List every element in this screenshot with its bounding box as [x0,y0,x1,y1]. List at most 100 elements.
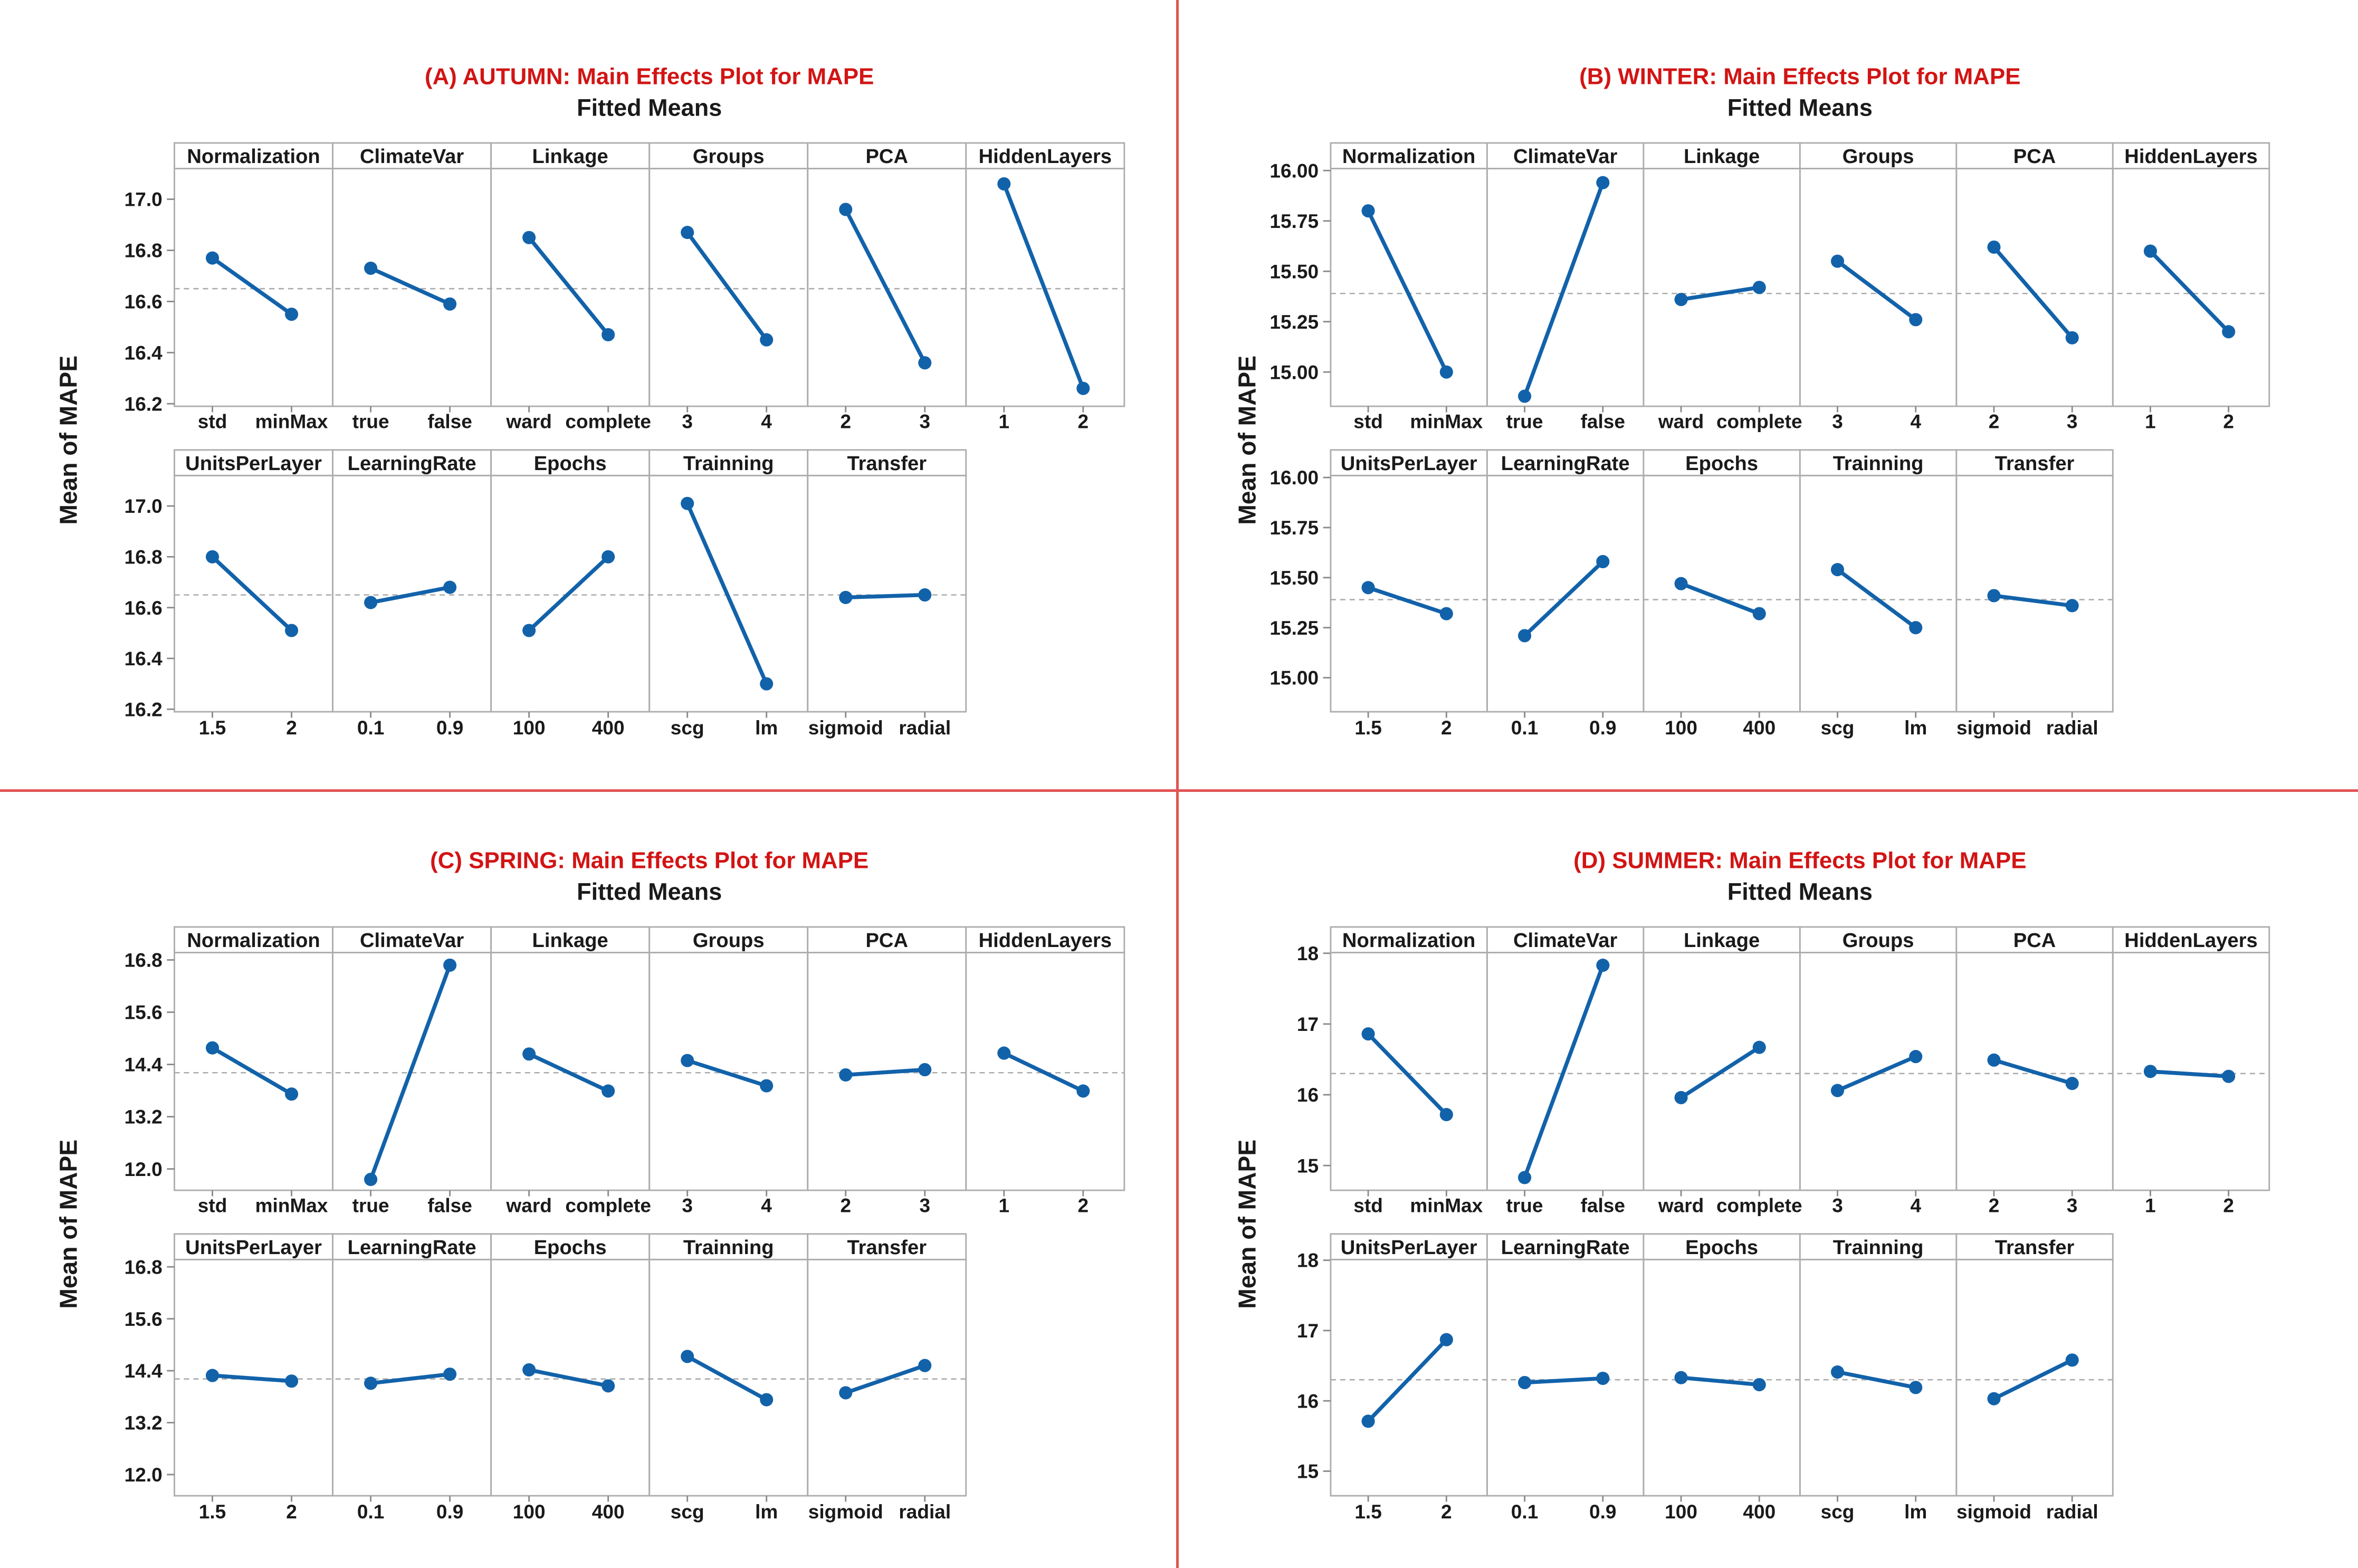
factor-header-linkage: Linkage [1684,929,1760,952]
y-tick-label: 15 [1297,1154,1319,1177]
data-point [2065,331,2079,345]
y-tick-label: 14.4 [125,1360,163,1382]
data-point [602,1084,615,1098]
x-tick-label: complete [565,410,651,432]
x-tick-label: 2 [286,1500,297,1523]
data-point [760,677,774,691]
factor-header-box [1643,142,1801,169]
y-tick-label: 17 [1297,1013,1319,1035]
data-point [443,958,457,972]
y-tick-label: 16.6 [125,291,163,313]
factor-header-unitsperlayer: UnitsPerLayer [185,452,322,475]
factor-header-unitsperlayer: UnitsPerLayer [1341,1236,1477,1259]
y-tick-label: 16.00 [1269,466,1319,489]
data-point [1518,389,1532,403]
panel-plot-area-normalization [1330,168,1488,407]
data-point [1439,1333,1453,1346]
factor-header-box [807,926,967,953]
data-point [997,177,1011,191]
effect-line-hiddenlayers [1002,183,1085,389]
y-tick-label: 15.25 [1269,617,1319,639]
data-point [1596,1371,1610,1385]
factor-header-pca: PCA [865,929,908,952]
y-tick-label: 17.0 [125,495,163,517]
data-point [522,1047,536,1061]
panel-plot-area-linkage [1643,168,1801,407]
data-point [1830,1365,1845,1379]
panel-plot-area-learningrate [1486,474,1645,713]
effect-line-unitsperlayer [211,555,293,632]
data-point [1987,1392,2001,1406]
factor-header-box [174,1233,334,1260]
data-point [1518,1171,1532,1184]
data-point [1361,581,1375,595]
x-tick-label: 0.1 [1511,1500,1539,1523]
x-tick-label: 4 [761,410,772,432]
data-point [1674,293,1688,307]
effect-line-climatevar [1523,964,1605,1179]
panel-plot-area-groups [648,952,809,1191]
factor-header-unitsperlayer: UnitsPerLayer [185,1236,322,1259]
chart-spring: (C) SPRING: Main Effects Plot for MAPE Fi… [54,848,1125,1523]
factor-header-box [1330,142,1488,169]
factor-header-box [174,142,334,169]
y-tick-label: 13.2 [125,1412,163,1434]
x-tick-label: false [1581,410,1625,432]
quadrant-b-winter: (B) WINTER: Main Effects Plot for MAPE Fi… [1179,0,2358,784]
x-tick-label: 3 [1832,1194,1843,1216]
x-tick-label: 1 [999,410,1010,432]
effect-line-trainning [686,1354,768,1402]
x-tick-label: true [1506,1194,1543,1216]
effect-line-pca [845,1067,925,1077]
x-tick-label: false [1581,1194,1625,1216]
factor-header-normalization: Normalization [1342,145,1475,168]
factor-header-groups: Groups [1843,145,1914,168]
panel-plot-area-normalization [1330,952,1488,1191]
data-point [1076,1084,1090,1098]
factor-header-box [1486,449,1645,476]
data-point [1752,607,1766,620]
data-point [1518,1375,1532,1390]
x-tick-label: 4 [1910,410,1921,432]
data-point [1752,1378,1766,1392]
data-point [1596,554,1610,569]
effect-line-groups [685,231,768,341]
effect-line-hiddenlayers [1003,1051,1084,1093]
chart-winter: (B) WINTER: Main Effects Plot for MAPE Fi… [1233,64,2270,739]
y-tick-label: 15.75 [1269,517,1319,539]
x-tick-label: 4 [1910,1194,1921,1216]
factor-header-transfer: Transfer [1995,452,2075,475]
effect-line-learningrate [370,585,451,605]
data-point [285,308,299,321]
panel-plot-area-epochs [1643,1258,1801,1497]
y-axis-label: Mean of MAPE [54,356,82,525]
x-tick-label: radial [2046,716,2098,739]
x-tick-label: 3 [682,1194,693,1216]
factor-header-box [807,449,967,476]
x-tick-label: 100 [513,1500,546,1523]
data-point [522,231,536,244]
x-tick-label: minMax [255,410,328,432]
effect-line-unitsperlayer [1367,1338,1448,1423]
x-tick-label: lm [1904,1500,1927,1523]
y-tick-label: 16.2 [125,698,163,720]
x-tick-label: ward [505,1194,551,1216]
x-tick-label: 0.9 [436,716,463,739]
data-point [2222,1069,2236,1083]
y-tick-label: 16.8 [125,949,163,971]
factor-header-groups: Groups [693,145,765,168]
y-tick-label: 12.0 [125,1158,163,1180]
x-tick-label: 3 [919,410,930,432]
data-point [1830,1084,1845,1097]
x-tick-label: 2 [2223,1194,2234,1216]
x-tick-label: 400 [1743,716,1775,739]
x-tick-label: lm [755,1500,778,1523]
effect-line-trainning [1837,1370,1916,1390]
data-point [1909,1050,1923,1064]
data-point [285,624,299,637]
data-point [681,226,694,240]
effect-line-trainning [685,502,769,685]
x-tick-label: complete [1716,410,1802,432]
factor-header-learningrate: LearningRate [1501,452,1630,475]
chart-subtitle: Fitted Means [1727,94,1873,121]
